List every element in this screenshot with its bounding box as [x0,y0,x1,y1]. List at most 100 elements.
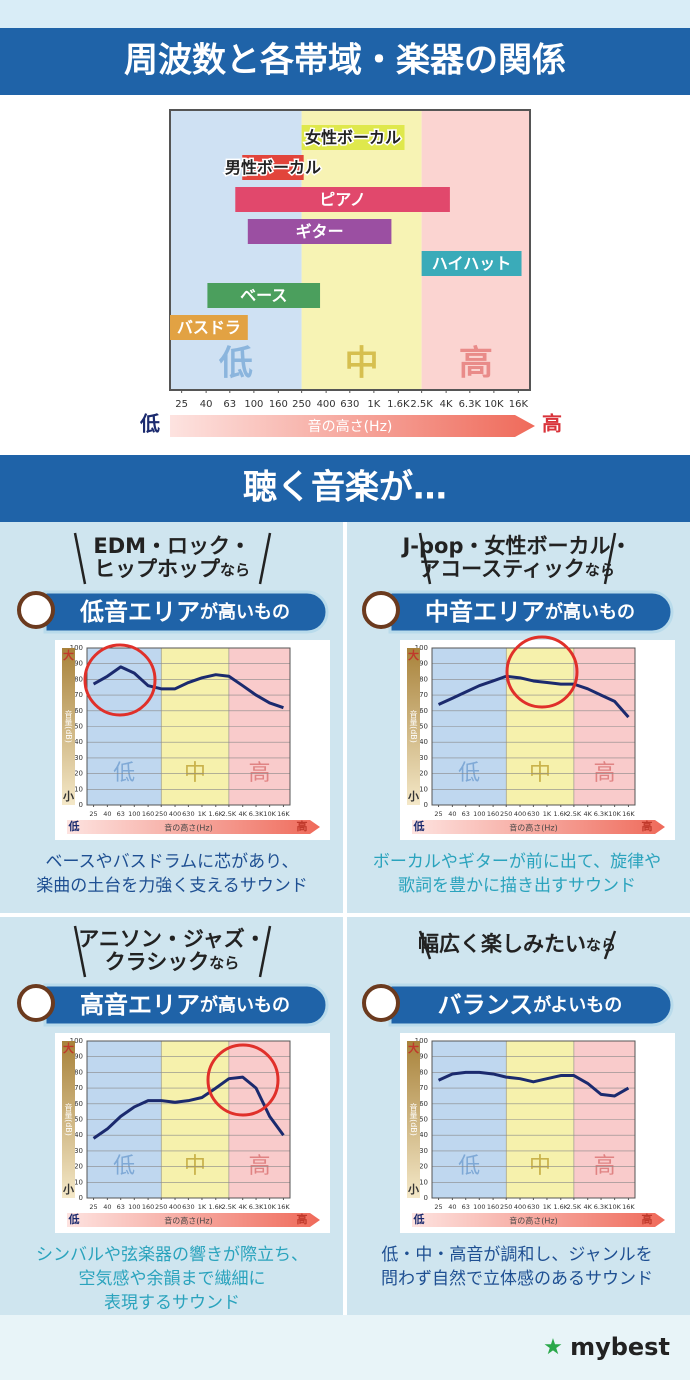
x-tick-label: 16K [277,1203,290,1211]
genre-line: アコースティック [419,557,585,581]
x-axis-high: 高 [542,412,562,436]
x-tick-label: 2.5K [222,810,237,818]
x-axis-title: 音の高さ(Hz) [509,1216,557,1226]
x-tick-label: 1K [198,1203,207,1211]
genre-line: 幅広く楽しみたい [418,932,586,956]
x-axis-title: 音の高さ(Hz) [164,823,212,833]
x-tick-label: 100 [128,1203,140,1211]
genre-text: アコースティックなら [419,557,615,581]
y-axis-title: 音量(dB) [64,709,73,743]
x-tick-label: 10K [263,1203,276,1211]
y-tick-label: 10 [419,785,428,793]
y-tick-label: 0 [424,1194,428,1202]
y-tick-label: 30 [74,754,83,762]
y-tick-label: 20 [74,1163,83,1171]
range-bar [301,125,405,150]
range-bar [170,315,248,340]
axis-arrow [67,820,320,834]
y-tick-label: 90 [74,1053,83,1061]
x-tick-label: 10K [263,810,276,818]
y-tick-label: 80 [419,1068,428,1076]
x-tick-label: 630 [527,1203,539,1211]
slash [418,930,432,960]
slash [73,532,87,585]
x-tick-label: 63 [462,1203,470,1211]
icon [17,984,55,1022]
x-tick-label: 400 [169,810,181,818]
x-axis-title: 音の高さ(Hz) [308,418,393,435]
y-tick-label: 30 [419,754,428,762]
y-tick-label: 40 [74,738,83,746]
x-axis-high: 高 [642,819,653,833]
slash [258,925,272,978]
y-axis-title: 音量(dB) [409,709,418,743]
y-axis-bottom: 小 [407,789,419,803]
bar-label: ギター [296,222,344,241]
caption: 問わず自然で立体感のあるサウンド [381,1269,653,1289]
zone [301,110,422,390]
range-bar [421,251,522,276]
headline-main: 低音エリア [79,598,200,626]
y-tick-label: 100 [70,644,83,652]
y-tick-label: 70 [419,691,428,699]
caption: 空気感や余韻まで繊細に [79,1269,266,1289]
x-tick-label: 1K [198,810,207,818]
x-tick-label: 1.6K [553,810,568,818]
genre-line: アニソン・ジャズ・ [78,927,266,951]
x-axis-low: 低 [413,819,425,833]
genre-text: 幅広く楽しみたいなら [418,932,616,956]
x-tick-label: 1.6K [553,1203,568,1211]
x-tick-label: 100 [473,1203,485,1211]
range-bar [242,155,304,180]
header-band [0,28,690,95]
x-tick-label: 630 [527,810,539,818]
x-tick-label: 4K [583,1203,592,1211]
headline: 中音エリアが高いもの [425,598,635,626]
x-tick-label: 40 [103,810,111,818]
genre-suffix: なら [220,561,250,579]
x-tick-label: 4K [440,399,453,410]
x-tick-label: 250 [155,810,167,818]
headline: 高音エリアが高いもの [80,991,290,1019]
x-tick-label: 160 [487,1203,499,1211]
x-tick-label: 25 [175,399,188,410]
headline: 低音エリアが高いもの [79,598,290,626]
divider [343,522,347,1315]
x-tick-label: 1K [543,810,552,818]
divider [0,913,690,917]
headline-pill [43,590,329,634]
x-tick-label: 16K [622,1203,635,1211]
axis-arrow [67,1213,320,1227]
bar-label: 女性ボーカル [305,128,401,147]
y-tick-label: 20 [419,1163,428,1171]
y-tick-label: 70 [419,1084,428,1092]
x-axis-high: 高 [297,1212,308,1226]
x-tick-label: 10K [608,810,621,818]
x-tick-label: 630 [182,1203,194,1211]
x-tick-label: 250 [500,1203,512,1211]
x-tick-label: 40 [448,810,456,818]
genre-suffix: なら [585,561,615,579]
y-tick-label: 80 [74,675,83,683]
data-line [437,1070,630,1098]
genre-suffix: なら [209,954,239,972]
genre-text: J-pop・女性ボーカル・ [400,534,631,558]
x-tick-label: 400 [514,810,526,818]
y-tick-label: 100 [415,1037,428,1045]
y-tick-label: 70 [74,691,83,699]
section-title: 聴く音楽が… [243,468,447,508]
x-tick-label: 250 [500,810,512,818]
headline-pill [388,590,674,634]
x-axis-low: 低 [68,819,80,833]
x-tick-label: 6.3K [459,399,482,410]
genre-line: EDM・ロック・ [93,534,250,558]
data-line [437,674,630,719]
section-band [0,455,690,522]
headline-main: 高音エリア [80,991,200,1019]
x-tick-label: 1.6K [208,810,223,818]
y-axis-top: 大 [408,648,419,662]
page-title: 周波数と各帯域・楽器の関係 [124,41,566,81]
y-tick-label: 50 [74,1116,83,1124]
caption: 表現するサウンド [104,1293,240,1313]
genre-text: ヒップホップなら [94,557,250,581]
